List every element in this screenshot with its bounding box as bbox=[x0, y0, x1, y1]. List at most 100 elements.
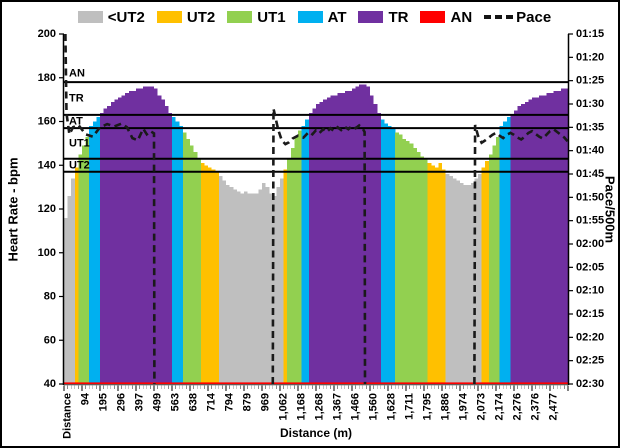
hr-bar bbox=[424, 158, 428, 384]
x-tick-label: 969 bbox=[260, 393, 272, 411]
hr-bar bbox=[236, 191, 241, 384]
hr-bar bbox=[222, 180, 227, 384]
hr-bar bbox=[449, 176, 453, 384]
hr-bar bbox=[200, 163, 205, 384]
hr-bar bbox=[240, 193, 245, 384]
hr-bar bbox=[146, 86, 151, 384]
y-right-tick-label: 01:25 bbox=[576, 75, 604, 87]
x-tick-label: 499 bbox=[152, 393, 164, 411]
legend-swatch-icon bbox=[420, 11, 446, 23]
hr-bar bbox=[229, 187, 234, 384]
hr-bar bbox=[445, 174, 450, 384]
y-right-tick-label: 02:15 bbox=[576, 308, 604, 320]
x-tick-label: 397 bbox=[134, 393, 146, 411]
hr-bar bbox=[67, 195, 72, 384]
pace-segment bbox=[271, 108, 367, 385]
hr-bar bbox=[157, 95, 162, 385]
x-tick-label: 2,276 bbox=[512, 393, 524, 421]
zone-boundary-lines bbox=[64, 81, 568, 173]
hr-bar bbox=[150, 86, 155, 384]
hr-bar bbox=[560, 88, 565, 384]
hr-bar bbox=[535, 97, 540, 385]
hr-bar bbox=[452, 178, 457, 384]
hr-bar bbox=[247, 193, 252, 384]
x-tick-label: 1,168 bbox=[296, 393, 308, 421]
legend-item-pace: Pace bbox=[484, 9, 551, 26]
hr-bar bbox=[276, 187, 281, 384]
hr-bar bbox=[280, 178, 284, 384]
hr-bar bbox=[492, 145, 497, 384]
hr-bar bbox=[125, 93, 129, 384]
hr-bar bbox=[370, 95, 374, 385]
y-right-tick-label: 01:55 bbox=[576, 215, 604, 227]
hr-bar bbox=[341, 93, 345, 384]
hr-bar bbox=[316, 104, 320, 384]
hr-bar bbox=[190, 145, 194, 384]
zone-label: TR bbox=[69, 93, 84, 105]
hr-bar bbox=[89, 125, 93, 385]
legend-item: UT2 bbox=[156, 9, 215, 26]
an-baseline bbox=[64, 382, 568, 385]
hr-bar bbox=[136, 88, 140, 384]
x-tick-label: 1,062 bbox=[278, 393, 290, 421]
hr-bar bbox=[395, 132, 399, 384]
hr-bar bbox=[434, 167, 439, 384]
hr-bar bbox=[265, 187, 270, 384]
hr-bar bbox=[539, 95, 543, 385]
hr-bar bbox=[456, 180, 461, 384]
y-left-tick-label: 140 bbox=[38, 159, 56, 171]
hr-bar bbox=[542, 95, 547, 385]
hr-bar bbox=[251, 193, 255, 384]
x-tick-comb bbox=[63, 385, 569, 391]
hr-bar bbox=[92, 121, 97, 384]
y-right-tick-label: 01:15 bbox=[576, 28, 604, 40]
hr-bar bbox=[186, 139, 191, 384]
hr-bar bbox=[305, 119, 309, 385]
hr-bar bbox=[272, 195, 277, 384]
hr-bar bbox=[258, 189, 263, 384]
hr-bar bbox=[485, 160, 489, 384]
hr-bar bbox=[262, 182, 266, 385]
x-tick-label: 1,560 bbox=[368, 393, 380, 421]
hr-bar bbox=[319, 101, 324, 385]
hr-bar bbox=[128, 90, 133, 385]
y-right-tick-label: 02:20 bbox=[576, 331, 604, 343]
x-tick-label: 2,376 bbox=[530, 393, 542, 421]
hr-bar bbox=[330, 95, 335, 385]
hr-bar bbox=[301, 125, 306, 385]
y-right-tick-label: 01:45 bbox=[576, 168, 604, 180]
x-axis-title: Distance (m) bbox=[279, 426, 353, 440]
hr-bar bbox=[431, 165, 435, 385]
x-tick-label: 1,886 bbox=[440, 393, 452, 421]
legend-label: TR bbox=[388, 8, 409, 26]
hr-bar bbox=[74, 167, 79, 384]
y-right-tick-label: 02:25 bbox=[576, 355, 604, 367]
hr-bar bbox=[103, 108, 108, 385]
hr-bar bbox=[211, 169, 216, 384]
right-axis-title: Pace/500m bbox=[602, 175, 618, 244]
x-tick-label: 1,268 bbox=[314, 393, 326, 421]
hr-bar bbox=[366, 86, 371, 384]
x-tick-label: 2,477 bbox=[548, 393, 560, 421]
legend-item: UT1 bbox=[227, 9, 286, 26]
x-tick-label: 879 bbox=[242, 393, 254, 411]
y-left-tick-label: 60 bbox=[44, 334, 56, 346]
pace-segment bbox=[64, 33, 156, 385]
hr-bar bbox=[521, 104, 525, 384]
hr-bar bbox=[208, 167, 212, 384]
hr-bar bbox=[215, 171, 219, 384]
x-tick-label: 1,974 bbox=[458, 392, 470, 420]
hr-bar bbox=[481, 167, 486, 384]
hr-bar bbox=[474, 178, 479, 384]
legend-label: AN bbox=[450, 8, 473, 26]
x-tick-label: 1,466 bbox=[350, 393, 362, 421]
hr-bar bbox=[442, 169, 446, 384]
x-tick-label: Distance bbox=[62, 393, 74, 439]
x-tick-label: 2,174 bbox=[494, 392, 506, 420]
x-tick-label: 794 bbox=[224, 392, 236, 411]
hr-bar bbox=[71, 178, 75, 384]
hr-bar bbox=[218, 176, 223, 384]
hr-bar bbox=[326, 97, 331, 385]
x-tick-label: 1,711 bbox=[404, 393, 416, 420]
